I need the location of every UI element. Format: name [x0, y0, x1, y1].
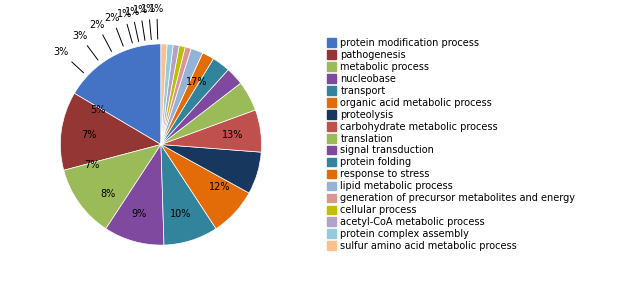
Text: 12%: 12%	[209, 182, 230, 192]
Text: 3%: 3%	[54, 47, 84, 73]
Wedge shape	[161, 53, 214, 144]
Text: 1%: 1%	[149, 4, 165, 39]
Wedge shape	[161, 144, 261, 193]
Text: 9%: 9%	[132, 209, 147, 218]
Text: 1%: 1%	[132, 5, 148, 40]
Text: 17%: 17%	[186, 77, 207, 87]
Wedge shape	[161, 44, 173, 144]
Text: 1%: 1%	[141, 4, 156, 40]
Wedge shape	[161, 46, 185, 144]
Wedge shape	[161, 49, 202, 144]
Text: 7%: 7%	[82, 129, 97, 140]
Wedge shape	[74, 44, 161, 144]
Wedge shape	[161, 70, 241, 144]
Wedge shape	[106, 144, 164, 245]
Wedge shape	[161, 83, 256, 144]
Text: 5%: 5%	[90, 105, 105, 114]
Wedge shape	[161, 45, 180, 144]
Wedge shape	[161, 144, 249, 229]
Wedge shape	[161, 59, 228, 144]
Wedge shape	[64, 144, 161, 229]
Text: 10%: 10%	[170, 209, 191, 219]
Text: 1%: 1%	[124, 7, 140, 42]
Text: 2%: 2%	[105, 13, 123, 46]
Text: 2%: 2%	[90, 20, 111, 51]
Text: 3%: 3%	[72, 31, 98, 60]
Wedge shape	[161, 110, 262, 152]
Text: 8%: 8%	[100, 189, 115, 199]
Text: 1%: 1%	[116, 9, 132, 43]
Text: 7%: 7%	[84, 160, 99, 170]
Wedge shape	[61, 93, 161, 170]
Legend: protein modification process, pathogenesis, metabolic process, nucleobase, trans: protein modification process, pathogenes…	[327, 38, 575, 251]
Wedge shape	[161, 47, 191, 144]
Wedge shape	[161, 144, 216, 245]
Text: 13%: 13%	[222, 129, 243, 140]
Wedge shape	[161, 44, 167, 144]
